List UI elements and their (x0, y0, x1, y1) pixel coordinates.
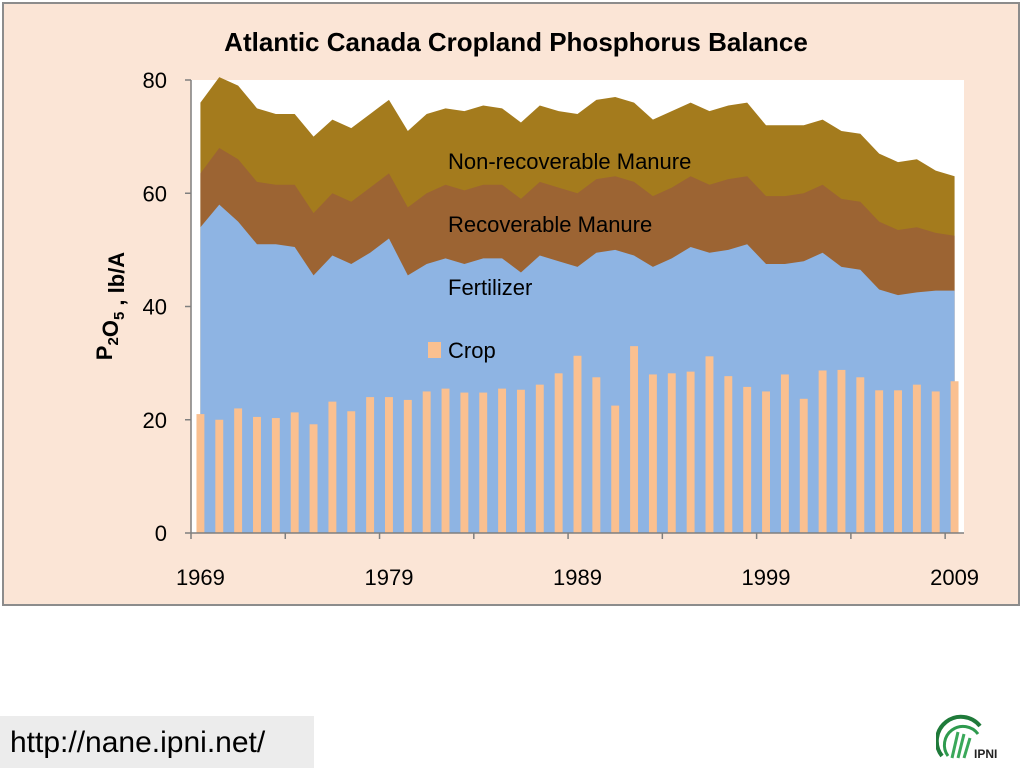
crop-bar (460, 392, 469, 533)
crop-bar (422, 391, 431, 533)
ipni-logo: IPNI (936, 714, 997, 761)
crop-bar (912, 384, 921, 533)
crop-bar (309, 424, 318, 533)
x-tick-label: 2009 (930, 565, 979, 590)
axes: 0 20 40 60 80 1969 1979 1989 1999 2009 P2O5 , lb/A (92, 68, 979, 590)
crop-bar (611, 405, 620, 533)
crop-bar (385, 397, 393, 533)
crop-bar (196, 414, 205, 533)
crop-bar (441, 388, 450, 533)
crop-bar (290, 412, 299, 533)
crop-bar (780, 374, 789, 533)
crop-bar (837, 369, 846, 533)
crop-bar (705, 356, 714, 533)
crop-bar (573, 355, 582, 533)
crop-bar (856, 377, 865, 533)
chart-title: Atlantic Canada Cropland Phosphorus Bala… (224, 27, 808, 57)
legend-label-crop: Crop (448, 338, 496, 363)
crop-bar (950, 381, 959, 533)
crop-bar (818, 370, 827, 533)
crop-bar (686, 371, 695, 533)
x-tick-label: 1969 (176, 565, 225, 590)
crop-bar (592, 377, 601, 533)
legend-label-fertilizer: Fertilizer (448, 275, 532, 300)
crop-bar (234, 408, 243, 533)
crop-bar (799, 398, 808, 533)
y-tick-label: 40 (143, 295, 167, 320)
crop-bar (347, 411, 356, 533)
crop-bar (479, 392, 488, 533)
url-box: http://nane.ipni.net/ (0, 716, 314, 768)
crop-bar (535, 384, 544, 533)
crop-bar (667, 373, 676, 533)
crop-bar (366, 397, 375, 533)
legend-label-recoverable-manure: Recoverable Manure (448, 212, 652, 237)
crop-bar (875, 390, 884, 533)
crop-bars-group (196, 346, 959, 533)
crop-bar (271, 418, 280, 533)
chart: Atlantic Canada Cropland Phosphorus Bala… (92, 27, 979, 590)
legend-swatch-crop (428, 342, 441, 358)
crop-bar (894, 390, 902, 533)
x-tick-label: 1989 (553, 565, 602, 590)
crop-bar (630, 346, 639, 533)
y-tick-label: 0 (155, 521, 167, 546)
crop-bar (648, 374, 657, 533)
y-tick-label: 20 (143, 408, 167, 433)
svg-text:IPNI: IPNI (974, 747, 997, 761)
y-axis-label: P2O5 , lb/A (92, 252, 129, 361)
crop-bar (253, 416, 261, 533)
area-labels: Non-recoverable Manure Recoverable Manure… (428, 149, 691, 363)
crop-bar (724, 376, 733, 533)
crop-bar (215, 419, 224, 533)
crop-bar (403, 399, 412, 533)
crop-bar (498, 388, 507, 533)
crop-bar (931, 391, 940, 533)
crop-bar (516, 389, 525, 533)
y-tick-label: 60 (143, 181, 167, 206)
legend-label-non-recoverable-manure: Non-recoverable Manure (448, 149, 691, 174)
y-tick-label: 80 (143, 68, 167, 93)
source-url[interactable]: http://nane.ipni.net/ (10, 726, 266, 759)
crop-bar (554, 373, 563, 533)
crop-bar (743, 386, 752, 533)
crop-bar (328, 401, 337, 533)
x-tick-label: 1979 (364, 565, 413, 590)
x-tick-label: 1999 (742, 565, 791, 590)
crop-bar (762, 391, 770, 533)
